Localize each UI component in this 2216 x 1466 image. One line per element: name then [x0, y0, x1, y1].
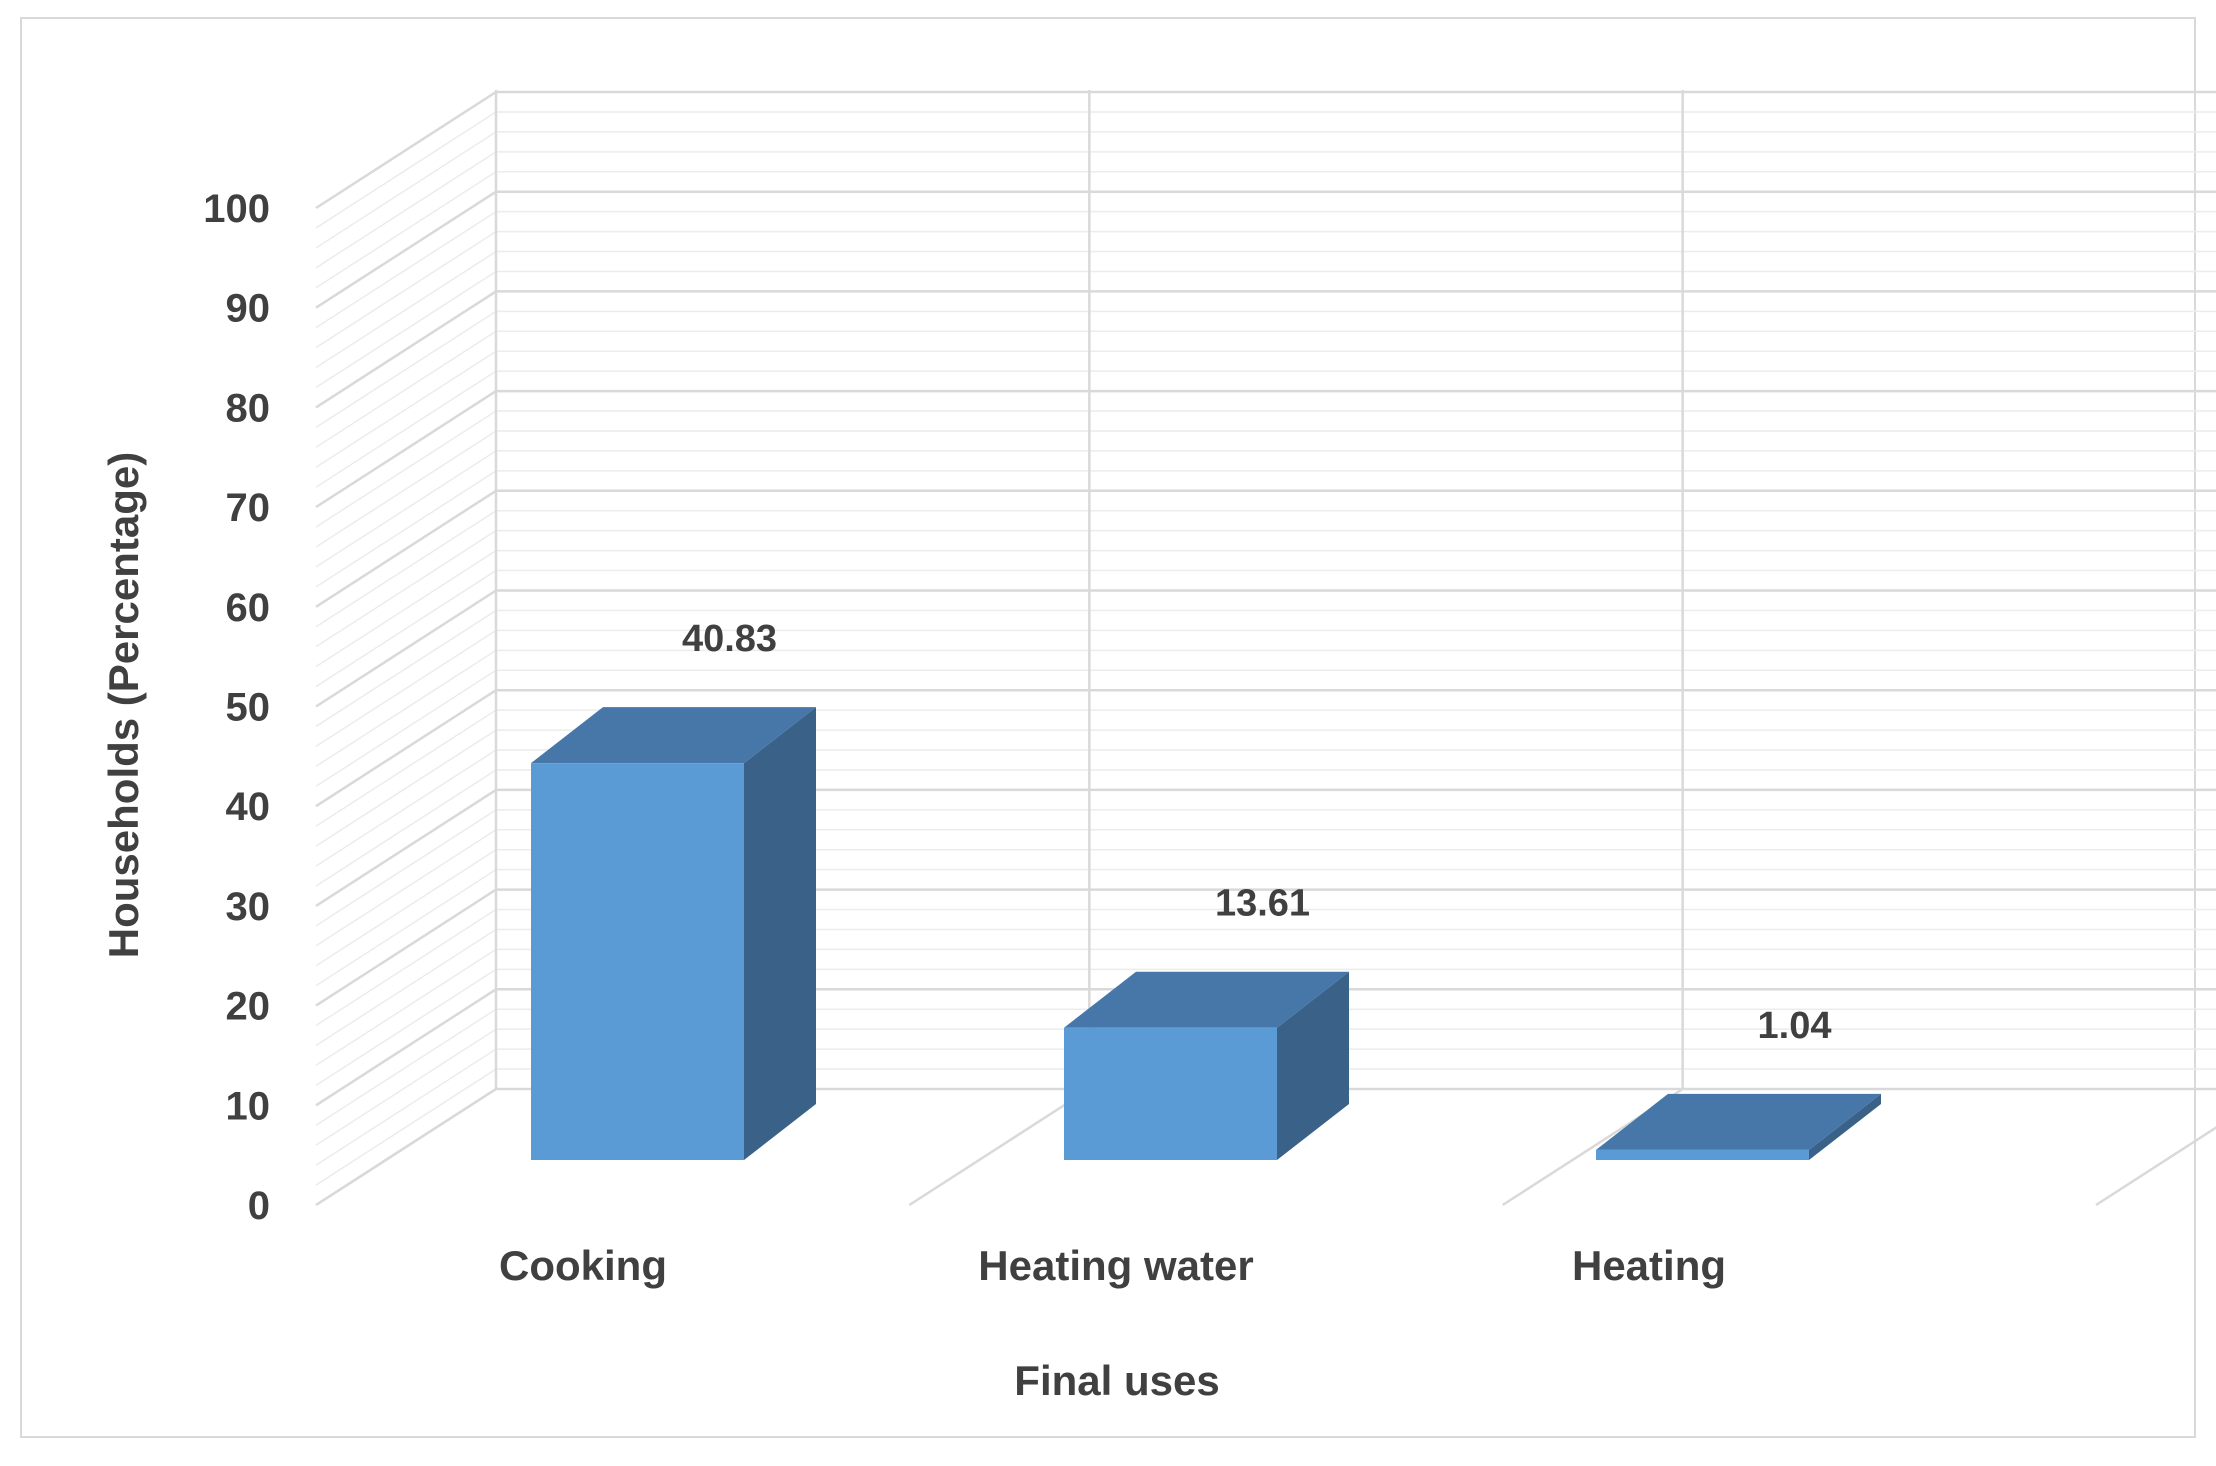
- bar-top-face: [531, 707, 816, 764]
- side-wall-minor-gridline: [315, 869, 497, 987]
- side-wall-minor-gridline: [315, 151, 497, 269]
- y-tick-label: 70: [226, 486, 271, 530]
- side-wall-gridline: [315, 689, 497, 808]
- side-wall-minor-gridline: [315, 908, 497, 1027]
- side-wall-minor-gridline: [315, 450, 497, 568]
- data-label: 1.04: [1758, 1005, 1832, 1047]
- side-wall-minor-gridline: [315, 549, 497, 668]
- data-label: 40.83: [682, 618, 777, 660]
- bar: [531, 763, 744, 1160]
- floor-divider: [315, 1087, 497, 1207]
- side-wall-minor-gridline: [315, 968, 497, 1086]
- side-wall-minor-gridline: [315, 370, 497, 488]
- side-wall-minor-gridline: [315, 131, 497, 249]
- side-wall-minor-gridline: [315, 629, 497, 748]
- labels-layer: Households (Percentage) Final uses 0 10 20…: [100, 187, 1831, 1404]
- side-wall-minor-gridline: [315, 230, 497, 349]
- side-wall-gridline: [315, 190, 497, 309]
- side-wall-minor-gridline: [315, 849, 497, 967]
- side-wall-minor-gridline: [315, 709, 497, 827]
- x-tick-label: Heating: [1572, 1242, 1726, 1289]
- side-wall-minor-gridline: [315, 669, 497, 787]
- bar-top-face: [1064, 971, 1349, 1028]
- bar-side-face: [1277, 971, 1349, 1160]
- x-tick-label: Heating water: [978, 1242, 1253, 1289]
- y-tick-label: 30: [226, 885, 271, 929]
- side-wall-minor-gridline: [315, 948, 497, 1067]
- side-wall-minor-gridline: [315, 649, 497, 767]
- side-wall-gridline: [315, 589, 497, 708]
- side-wall-minor-gridline: [315, 569, 497, 688]
- y-axis-title: Households (Percentage): [100, 452, 147, 958]
- side-wall-minor-gridline: [315, 410, 497, 528]
- bar-top-face: [1596, 1093, 1881, 1150]
- side-wall-minor-gridline: [315, 350, 497, 468]
- side-wall-minor-gridline: [315, 749, 497, 867]
- side-wall-minor-gridline: [315, 809, 497, 927]
- side-wall-minor-gridline: [315, 1068, 497, 1186]
- side-wall-gridline: [315, 489, 497, 608]
- y-tick-label: 80: [226, 386, 271, 430]
- floor-divider: [908, 1087, 1091, 1207]
- side-wall-minor-gridline: [315, 928, 497, 1047]
- side-wall-minor-gridline: [315, 769, 497, 887]
- y-tick-label: 60: [226, 586, 271, 630]
- data-label: 13.61: [1215, 883, 1310, 925]
- side-wall-minor-gridline: [315, 1028, 497, 1146]
- x-axis-title: Final uses: [1014, 1357, 1219, 1404]
- y-tick-label: 10: [226, 1084, 271, 1128]
- side-wall-gridline: [315, 788, 497, 907]
- side-wall-minor-gridline: [315, 171, 497, 289]
- side-wall-minor-gridline: [315, 111, 497, 229]
- side-wall-minor-gridline: [315, 470, 497, 588]
- y-tick-label: 20: [226, 985, 271, 1029]
- side-wall-minor-gridline: [315, 1008, 497, 1126]
- bar-side-face: [744, 707, 816, 1160]
- y-tick-label: 0: [248, 1184, 270, 1228]
- y-tick-label: 90: [226, 287, 271, 331]
- side-wall-minor-gridline: [315, 310, 497, 428]
- bars-layer: [531, 707, 1881, 1160]
- side-wall-gridline: [315, 90, 497, 210]
- side-wall-gridline: [315, 390, 497, 509]
- side-wall-gridline: [315, 988, 497, 1107]
- chart-frame: [20, 17, 2196, 1438]
- side-wall-minor-gridline: [315, 211, 497, 329]
- side-wall-gridline: [315, 290, 497, 409]
- y-tick-label: 40: [226, 785, 271, 829]
- bar-side-face: [1809, 1093, 1881, 1160]
- bar: [1596, 1149, 1809, 1160]
- x-tick-label: Cooking: [499, 1242, 667, 1289]
- side-wall-minor-gridline: [315, 609, 497, 728]
- bar: [1064, 1027, 1277, 1160]
- side-wall-minor-gridline: [315, 430, 497, 548]
- side-wall-minor-gridline: [315, 270, 497, 389]
- side-wall-minor-gridline: [315, 330, 497, 448]
- side-wall-minor-gridline: [315, 510, 497, 628]
- y-tick-label: 100: [203, 187, 270, 231]
- side-wall-gridline: [315, 888, 497, 1007]
- side-wall-minor-gridline: [315, 729, 497, 847]
- floor-divider: [2095, 1126, 2216, 1207]
- side-wall-minor-gridline: [315, 250, 497, 369]
- side-wall-minor-gridline: [315, 1048, 497, 1166]
- y-tick-label: 50: [226, 686, 271, 730]
- side-wall-minor-gridline: [315, 829, 497, 947]
- side-wall-minor-gridline: [315, 530, 497, 648]
